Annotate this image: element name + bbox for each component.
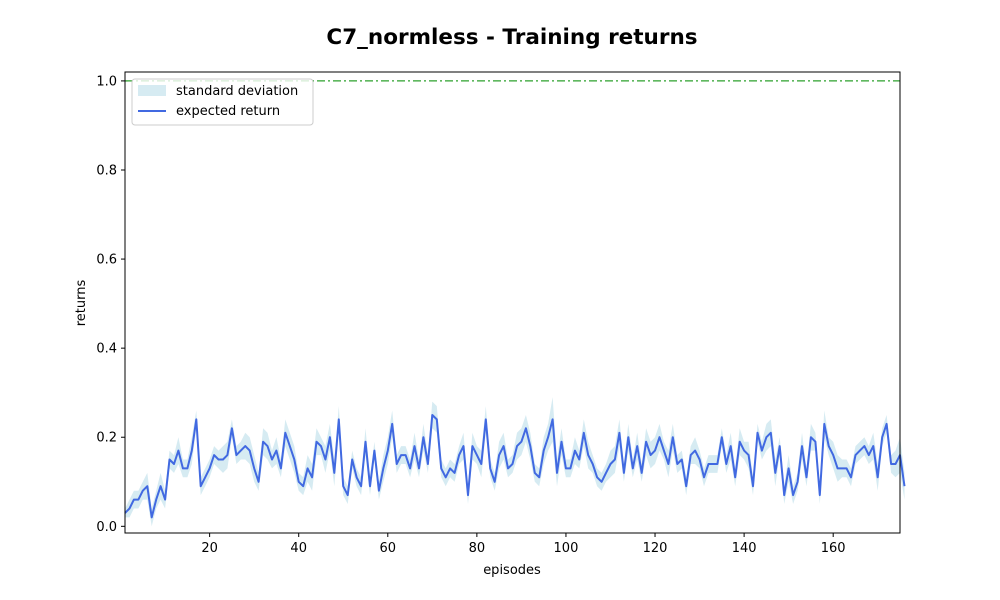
x-axis-label: episodes <box>483 563 541 578</box>
legend-expected-label: expected return <box>176 104 280 119</box>
x-axis: 20 40 60 80 100 120 140 160 <box>201 533 846 556</box>
x-tick-label: 80 <box>469 541 486 556</box>
x-tick-label: 40 <box>290 541 307 556</box>
legend-std-label: standard deviation <box>176 84 298 99</box>
y-tick-label: 0.8 <box>96 163 117 178</box>
x-tick-label: 20 <box>201 541 218 556</box>
y-tick-label: 1.0 <box>96 74 117 89</box>
y-tick-label: 0.4 <box>96 342 117 357</box>
x-tick-label: 120 <box>643 541 668 556</box>
y-tick-label: 0.2 <box>96 431 117 446</box>
x-tick-label: 100 <box>554 541 579 556</box>
axes-frame <box>124 71 901 534</box>
std-band <box>125 397 905 527</box>
y-tick-label: 0.6 <box>96 253 117 268</box>
legend-std-swatch <box>138 85 166 96</box>
legend-frame <box>131 78 314 126</box>
x-tick-label: 160 <box>821 541 846 556</box>
x-tick-label: 140 <box>732 541 757 556</box>
expected-return-line <box>124 414 906 519</box>
x-tick-label: 60 <box>380 541 397 556</box>
y-tick-label: 0.0 <box>96 520 117 535</box>
chart-title: C7_normless - Training returns <box>326 25 697 50</box>
legend: standard deviation expected return <box>131 78 314 126</box>
plot-area <box>124 80 906 527</box>
y-axis: 0.0 0.2 0.4 0.6 0.8 1.0 <box>96 74 125 535</box>
y-axis-label: returns <box>74 280 89 327</box>
